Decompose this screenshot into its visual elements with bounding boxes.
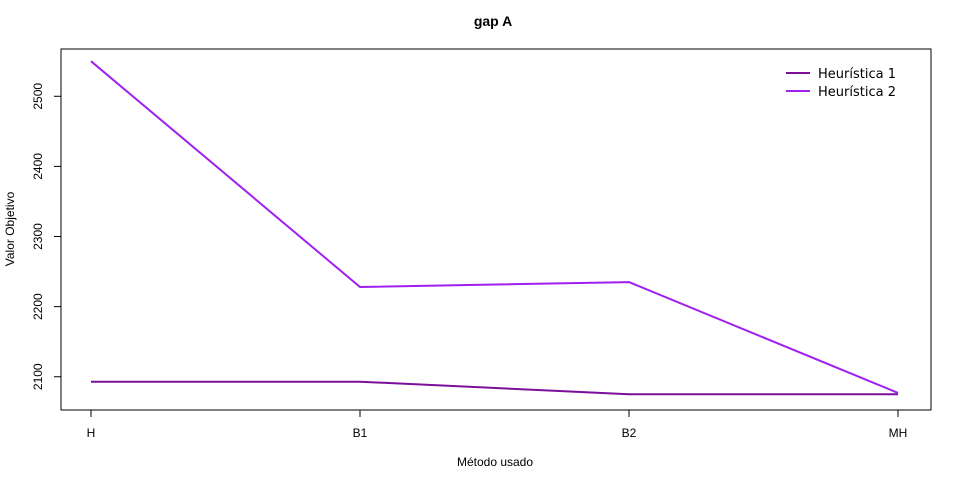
y-tick-label: 2200 xyxy=(31,293,45,320)
x-tick-label: MH xyxy=(889,426,908,440)
y-tick-label: 2500 xyxy=(31,83,45,110)
y-axis-label: Valor Objetivo xyxy=(3,191,17,266)
x-tick-label: B2 xyxy=(622,426,637,440)
legend-label: Heurística 2 xyxy=(818,85,896,100)
x-axis: H B1 B2 MH xyxy=(87,409,908,440)
legend: Heurística 1 Heurística 2 xyxy=(786,67,896,100)
y-tick-label: 2400 xyxy=(31,153,45,180)
series-layer xyxy=(90,60,899,396)
x-tick-label: B1 xyxy=(353,426,368,440)
plot-area xyxy=(60,48,932,411)
y-tick-label: 2300 xyxy=(31,223,45,250)
legend-label: Heurística 1 xyxy=(818,67,896,82)
x-tick-label: H xyxy=(87,426,96,440)
y-axis: 2100 2200 2300 2400 2500 xyxy=(31,83,62,390)
y-tick-label: 2100 xyxy=(31,363,45,390)
chart-title: gap A xyxy=(474,13,512,29)
series-line-heuristica-2 xyxy=(90,60,899,394)
x-axis-label: Método usado xyxy=(457,455,533,469)
series-line-heuristica-1 xyxy=(91,380,898,396)
